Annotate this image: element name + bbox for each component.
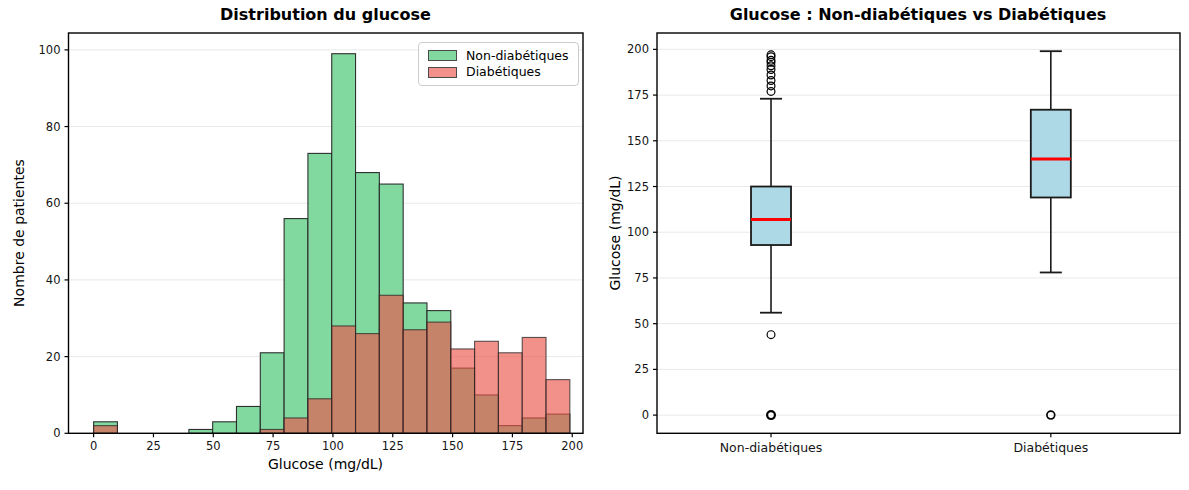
histogram-title: Distribution du glucose: [220, 5, 431, 24]
hist-bar-diab-bin11: [356, 334, 380, 434]
hist-bar-nondiab-bin9: [308, 153, 332, 433]
hist-y-tick-label-60: 60: [46, 196, 61, 210]
hist-y-tick-label-100: 100: [39, 43, 61, 57]
box-y-tick-label-150: 150: [627, 134, 649, 148]
hist-x-tick-label-200: 200: [561, 439, 583, 453]
legend-item-diabetiques: Diabétiques: [419, 66, 578, 79]
legend-swatch-non-diabetiques-icon: [428, 50, 457, 61]
hist-x-tick-label-50: 50: [206, 439, 221, 453]
hist-bar-diab-bin10: [332, 326, 356, 433]
hist-bar-diab-bin19: [546, 380, 570, 434]
hist-bar-diab-bin0: [94, 426, 118, 434]
hist-bar-nondiab-bin5: [213, 422, 237, 434]
hist-x-tick-label-0: 0: [90, 439, 97, 453]
legend-swatch-diabetiques-icon: [428, 67, 457, 78]
hist-bar-nondiab-bin8: [284, 219, 308, 434]
box-0: [751, 187, 791, 246]
boxplot-axes-frame: [657, 33, 1180, 433]
flier-0-197: [767, 51, 775, 59]
charts-canvas: 0 25 50 75 100 125 150 175 200 0 20 40 60 80 100 0 25 50 7…: [0, 0, 1189, 490]
boxplot-y-axis-label: Glucose (mg/dL): [607, 175, 623, 290]
hist-bar-nondiab-bin6: [236, 406, 260, 433]
hist-y-tick-label-80: 80: [46, 120, 61, 134]
box-category-label-0: Non-diabétiques: [720, 440, 823, 455]
hist-x-tick-label-100: 100: [322, 439, 344, 453]
legend: Non-diabétiques Diabétiques: [418, 42, 579, 86]
hist-bar-diab-bin17: [498, 353, 522, 434]
box-y-tick-label-175: 175: [627, 88, 649, 102]
box-y-tick-label-125: 125: [627, 180, 649, 194]
box-category-label-1: Diabétiques: [1013, 440, 1088, 455]
box-y-tick-label-25: 25: [634, 362, 649, 376]
hist-y-tick-label-0: 0: [53, 426, 60, 440]
hist-bar-diab-bin9: [308, 399, 332, 434]
flier-0-44: [767, 331, 775, 339]
hist-bar-diab-bin14: [427, 322, 451, 433]
box-y-tick-label-100: 100: [627, 225, 649, 239]
boxplot-title: Glucose : Non-diabétiques vs Diabétiques: [730, 5, 1107, 24]
hist-x-tick-label-75: 75: [266, 439, 281, 453]
legend-label-diabetiques: Diabétiques: [466, 66, 541, 79]
hist-bar-nondiab-bin7: [260, 353, 284, 434]
box-y-tick-label-50: 50: [634, 317, 649, 331]
hist-bar-diab-bin8: [284, 418, 308, 433]
hist-bar-diab-bin13: [403, 330, 427, 434]
hist-bar-diab-bin16: [475, 341, 499, 433]
legend-item-non-diabetiques: Non-diabétiques: [419, 50, 578, 63]
box-1: [1031, 110, 1071, 198]
hist-x-tick-label-25: 25: [146, 439, 161, 453]
hist-x-tick-label-150: 150: [442, 439, 464, 453]
histogram-y-axis-label: Nombre de patientes: [11, 159, 27, 307]
hist-x-tick-label-125: 125: [382, 439, 404, 453]
hist-bar-diab-bin12: [379, 295, 403, 433]
histogram-x-axis-label: Glucose (mg/dL): [268, 456, 383, 472]
hist-y-tick-label-40: 40: [46, 273, 61, 287]
box-y-tick-label-0: 0: [642, 408, 649, 422]
hist-bar-diab-bin18: [522, 337, 546, 433]
hist-y-tick-label-20: 20: [46, 350, 61, 364]
legend-label-non-diabetiques: Non-diabétiques: [466, 50, 569, 63]
hist-x-tick-label-175: 175: [501, 439, 523, 453]
box-y-tick-label-200: 200: [627, 42, 649, 56]
hist-bar-diab-bin15: [451, 349, 475, 433]
box-y-tick-label-75: 75: [634, 271, 649, 285]
figure: 0 25 50 75 100 125 150 175 200 0 20 40 60 80 100 0 25 50 7…: [0, 0, 1189, 490]
